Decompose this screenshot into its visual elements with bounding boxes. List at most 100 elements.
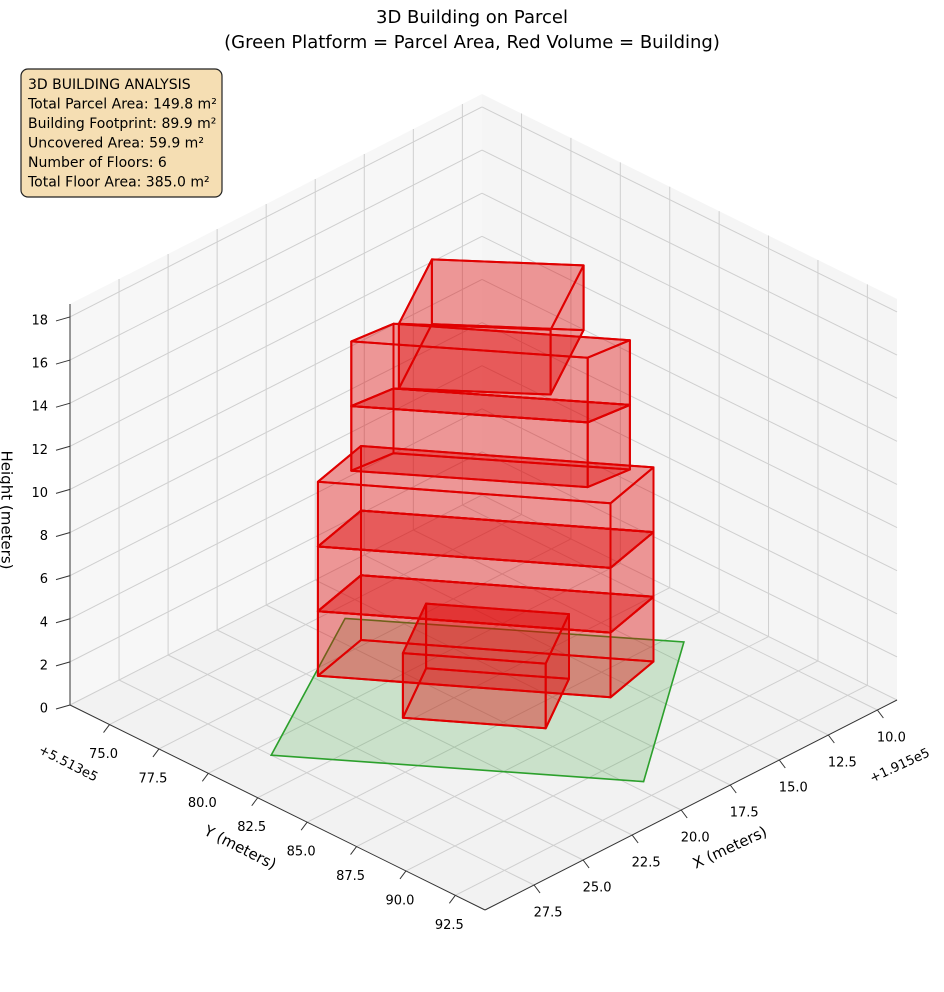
box-top <box>397 258 585 331</box>
x-tick-label: 27.5 <box>534 906 563 921</box>
grid-line <box>216 629 633 836</box>
x-tick-label: 10.0 <box>877 731 906 746</box>
grid-line <box>481 451 898 658</box>
info-line: 3D BUILDING ANALYSIS <box>28 77 191 93</box>
x-tick-label: 22.5 <box>632 856 661 871</box>
z-tick <box>55 445 71 451</box>
grid-line <box>364 554 780 761</box>
grid-line <box>118 679 535 886</box>
z-tick-label: 10 <box>31 486 48 501</box>
grid-line <box>481 235 898 442</box>
x-tick <box>827 734 835 744</box>
box-top <box>316 445 655 505</box>
x-tick <box>631 834 639 844</box>
x-tick-label: 15.0 <box>779 781 808 796</box>
grid-line <box>69 278 483 490</box>
grid-line <box>208 562 621 774</box>
y-tick <box>399 870 407 880</box>
grid-line <box>69 408 483 620</box>
y-tick-label: 77.5 <box>138 771 167 786</box>
grid-line <box>69 322 483 533</box>
grid-line <box>69 365 483 577</box>
y-tick <box>350 846 357 855</box>
grid-line <box>481 278 898 485</box>
y-tick-label: 75.0 <box>89 747 118 762</box>
z-tick-label: 16 <box>31 357 48 372</box>
z-tick-label: 12 <box>31 443 48 458</box>
grid-line <box>481 192 898 399</box>
z-tick <box>55 532 71 538</box>
x-tick <box>876 709 884 719</box>
info-box-frame <box>20 68 223 198</box>
x-tick <box>680 809 688 819</box>
grid-line <box>69 192 483 404</box>
x-tick-label: 20.0 <box>681 831 710 846</box>
z-tick-label: 8 <box>40 529 48 544</box>
grid-line <box>462 504 878 711</box>
info-line: Uncovered Area: 59.9 m² <box>28 136 204 152</box>
z-tick-label: 2 <box>40 658 48 673</box>
x-tick <box>778 759 786 769</box>
grid-line <box>158 538 572 750</box>
info-line: Number of Floors: 6 <box>28 155 167 171</box>
grid-line <box>306 611 720 823</box>
x-tick <box>533 884 541 894</box>
box-top <box>401 602 570 665</box>
grid-line <box>257 587 670 799</box>
axes-panes: 10.0 12.5 15.0 17.5 20.0 22.5 25.0 27.5 75.0 77.5… <box>31 94 906 933</box>
y-tick <box>448 895 456 904</box>
z-tick <box>55 359 71 365</box>
z-tick-label: 4 <box>40 615 48 630</box>
grid-line <box>109 514 522 725</box>
z-tick <box>55 402 71 408</box>
grid-line <box>413 529 829 736</box>
x-tick-label: 12.5 <box>828 756 857 771</box>
grid-line <box>265 604 682 811</box>
grid-line <box>405 660 819 872</box>
y-tick-label: 85.0 <box>287 845 316 860</box>
axis-line <box>484 699 898 911</box>
back-pane <box>70 94 482 705</box>
grid-line <box>69 235 483 447</box>
x-tick <box>582 859 590 869</box>
z-tick-label: 18 <box>31 313 48 328</box>
grid-line <box>69 451 483 663</box>
x-tick <box>729 784 737 794</box>
floor-pane <box>70 495 897 910</box>
grid-line <box>167 654 584 861</box>
grid-line <box>481 149 898 356</box>
back-pane <box>482 94 897 700</box>
grid-line <box>315 579 731 786</box>
info-box: 3D BUILDING ANALYSIS Total Parcel Area: 1… <box>20 68 223 198</box>
y-tick-label: 87.5 <box>336 869 365 884</box>
z-tick <box>55 618 71 624</box>
grid-line <box>481 408 898 615</box>
info-line: Total Parcel Area: 149.8 m² <box>27 97 217 113</box>
z-tick-label: 14 <box>31 400 48 415</box>
grid-line <box>481 106 898 313</box>
chart-title: 3D Building on Parcel <box>376 7 568 28</box>
z-tick <box>55 575 71 581</box>
grid-line <box>69 149 483 361</box>
y-tick <box>300 821 308 831</box>
grid-line <box>356 636 769 847</box>
y-tick <box>103 724 110 733</box>
z-tick <box>55 316 71 322</box>
y-tick <box>152 748 160 758</box>
grid-line <box>69 106 483 318</box>
z-tick <box>55 488 71 494</box>
y-tick-label: 82.5 <box>237 820 266 835</box>
x-offset-label: +1.915e5 <box>868 746 933 787</box>
grid-line <box>69 494 483 706</box>
y-tick-label: 92.5 <box>435 918 464 933</box>
grid-line <box>455 684 868 896</box>
box-top <box>350 322 631 359</box>
y-tick <box>251 797 259 807</box>
x-tick-label: 25.0 <box>583 881 612 896</box>
z-tick-label: 0 <box>40 702 48 717</box>
z-tick-label: 6 <box>40 572 48 587</box>
y-tick-label: 90.0 <box>385 893 414 908</box>
grid-line <box>481 494 898 701</box>
info-line: Total Floor Area: 385.0 m² <box>27 175 210 191</box>
